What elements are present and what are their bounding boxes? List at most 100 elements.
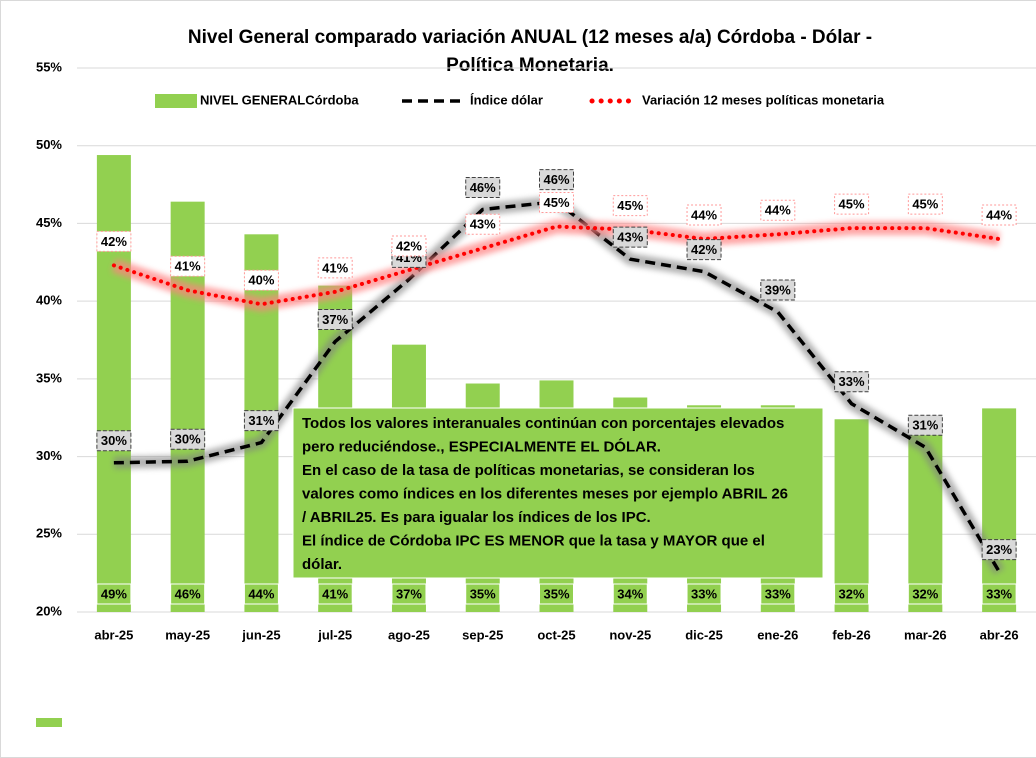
x-tick-label: ago-25 bbox=[388, 627, 430, 642]
data-label-box bbox=[539, 583, 574, 605]
bar bbox=[834, 419, 869, 612]
x-tick-label: oct-25 bbox=[537, 627, 575, 642]
data-label: 46% bbox=[470, 180, 496, 195]
x-tick-label: jun-25 bbox=[241, 627, 280, 642]
data-label: 32% bbox=[912, 586, 938, 601]
data-label: 44% bbox=[986, 207, 1012, 222]
data-label: 45% bbox=[839, 197, 865, 212]
x-tick-label: nov-25 bbox=[609, 627, 651, 642]
data-label: 44% bbox=[248, 586, 274, 601]
data-label-box bbox=[317, 309, 353, 331]
data-label-box bbox=[981, 583, 1017, 605]
y-tick-label: 50% bbox=[36, 137, 62, 152]
data-label-box bbox=[170, 583, 206, 605]
annotation-text: El índice de Córdoba IPC ES MENOR que la… bbox=[302, 532, 765, 549]
data-label-box bbox=[760, 583, 796, 605]
data-label-box bbox=[907, 193, 943, 215]
data-label-box bbox=[96, 430, 132, 452]
data-label: 35% bbox=[470, 586, 496, 601]
data-label: 41% bbox=[175, 259, 201, 274]
data-label: 33% bbox=[765, 586, 791, 601]
data-label: 45% bbox=[912, 197, 938, 212]
y-tick-label: 55% bbox=[36, 59, 62, 74]
data-label-box bbox=[686, 239, 722, 261]
data-label-box bbox=[760, 199, 796, 221]
data-label-box bbox=[834, 193, 870, 215]
data-label: 43% bbox=[617, 230, 643, 245]
data-label-box bbox=[612, 195, 648, 217]
annotation-box bbox=[292, 407, 824, 579]
x-tick-label: abr-25 bbox=[94, 627, 133, 642]
y-tick-label: 25% bbox=[36, 526, 62, 541]
data-label-box bbox=[465, 176, 501, 198]
data-label: 42% bbox=[396, 238, 422, 253]
x-tick-label: ene-26 bbox=[757, 627, 798, 642]
data-label-box bbox=[465, 583, 501, 605]
annotation-text: En el caso de la tasa de políticas monet… bbox=[302, 462, 755, 479]
data-label-box bbox=[96, 583, 132, 605]
data-label-box bbox=[391, 235, 427, 257]
annotation-text: Todos los valores interanuales continúan… bbox=[302, 415, 784, 432]
data-label: 37% bbox=[322, 312, 348, 327]
annotation-text: valores como índices en los diferentes m… bbox=[302, 485, 788, 502]
annotation-text: pero reduciéndose., ESPECIALMENTE EL DÓL… bbox=[302, 437, 661, 455]
data-label-box bbox=[539, 192, 574, 214]
data-label-box bbox=[317, 257, 353, 279]
annotation-text: dólar. bbox=[302, 556, 342, 573]
legend-label: Índice dólar bbox=[470, 92, 543, 107]
data-label-box bbox=[243, 410, 279, 432]
y-tick-label: 30% bbox=[36, 448, 62, 463]
data-label: 46% bbox=[543, 172, 569, 187]
x-tick-label: abr-26 bbox=[980, 627, 1019, 642]
bar bbox=[982, 408, 1017, 612]
data-label: 42% bbox=[691, 242, 717, 257]
data-label: 45% bbox=[543, 195, 569, 210]
data-label-box bbox=[170, 428, 206, 450]
data-label: 33% bbox=[839, 374, 865, 389]
y-tick-label: 45% bbox=[36, 215, 62, 230]
data-label: 31% bbox=[912, 418, 938, 433]
data-label: 49% bbox=[101, 586, 127, 601]
data-label: 42% bbox=[101, 234, 127, 249]
data-label: 30% bbox=[101, 433, 127, 448]
x-tick-label: may-25 bbox=[165, 627, 210, 642]
x-tick-label: dic-25 bbox=[685, 627, 723, 642]
data-label: 35% bbox=[543, 586, 569, 601]
data-label-box bbox=[686, 583, 722, 605]
data-label-box bbox=[760, 279, 796, 301]
data-label-box bbox=[317, 583, 353, 605]
x-tick-label: sep-25 bbox=[462, 627, 503, 642]
x-tick-label: feb-26 bbox=[832, 627, 870, 642]
data-label: 37% bbox=[396, 586, 422, 601]
data-label-box bbox=[391, 583, 427, 605]
data-label-box bbox=[981, 204, 1017, 226]
y-tick-label: 40% bbox=[36, 293, 62, 308]
data-label: 41% bbox=[322, 586, 348, 601]
data-label-box bbox=[834, 583, 870, 605]
data-label: 32% bbox=[839, 586, 865, 601]
data-label: 45% bbox=[617, 198, 643, 213]
data-label: 46% bbox=[175, 586, 201, 601]
data-label-box bbox=[612, 226, 648, 248]
data-label: 44% bbox=[691, 207, 717, 222]
data-label-box bbox=[243, 269, 279, 291]
data-label-box bbox=[465, 213, 501, 235]
line bbox=[111, 224, 1002, 307]
data-label-box bbox=[170, 255, 206, 277]
data-label: 39% bbox=[765, 282, 791, 297]
data-label: 30% bbox=[175, 432, 201, 447]
data-label-box bbox=[243, 583, 279, 605]
y-tick-label: 35% bbox=[36, 370, 62, 385]
data-label: 33% bbox=[691, 586, 717, 601]
data-label: 44% bbox=[765, 203, 791, 218]
annotation-text: / ABRIL25. Es para igualar los índices d… bbox=[302, 509, 651, 526]
data-label-box bbox=[907, 583, 943, 605]
data-label: 40% bbox=[248, 273, 274, 288]
legend-label: NIVEL GENERALCórdoba bbox=[200, 92, 359, 107]
bar bbox=[96, 155, 131, 613]
data-label-box bbox=[686, 204, 722, 226]
legend-label: Variación 12 meses políticas monetaria bbox=[642, 92, 885, 107]
chart-title: Nivel General comparado variación ANUAL … bbox=[188, 27, 872, 48]
data-label: 33% bbox=[986, 586, 1012, 601]
